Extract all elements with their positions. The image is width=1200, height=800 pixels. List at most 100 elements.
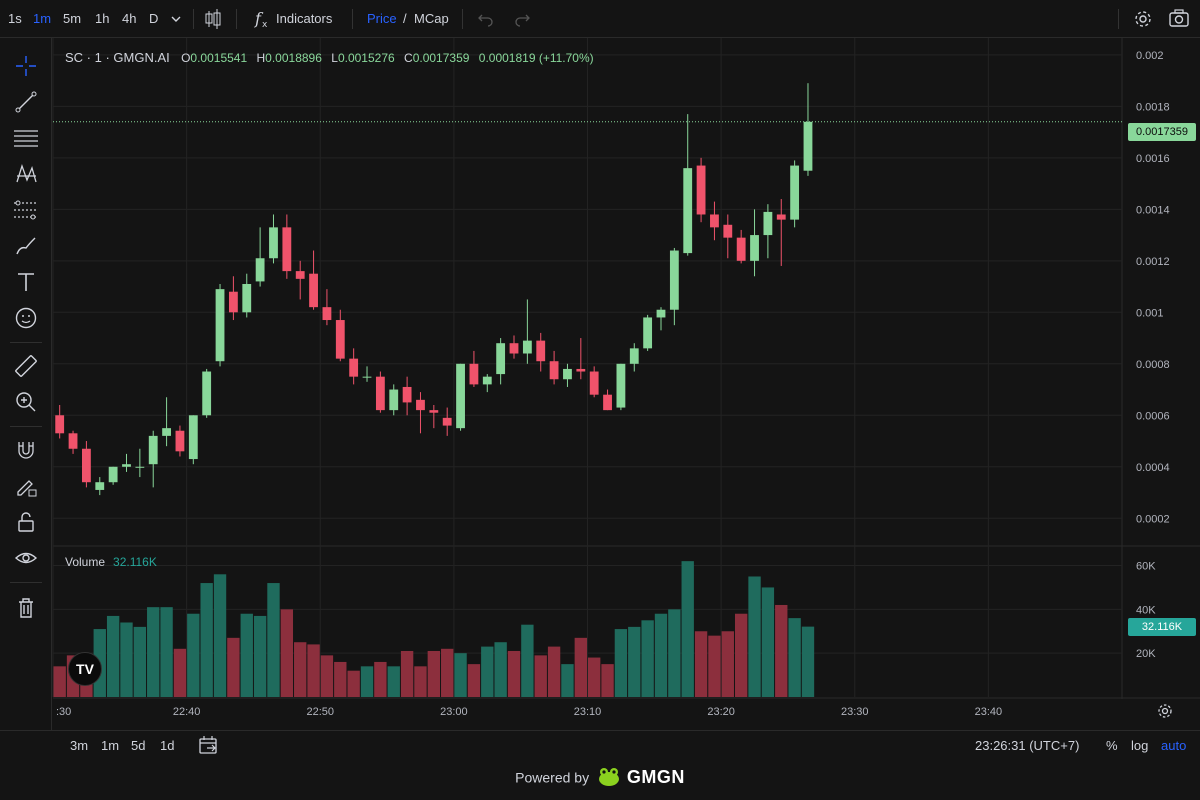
- toolbar-divider: [236, 9, 237, 29]
- time-tick-label: 22:50: [306, 706, 334, 718]
- clock-timezone[interactable]: 23:26:31 (UTC+7): [975, 738, 1080, 753]
- eye-icon[interactable]: [12, 544, 40, 572]
- time-tick-label: 23:40: [975, 706, 1003, 718]
- fib-icon[interactable]: [12, 196, 40, 224]
- candle-body: [68, 433, 78, 449]
- camera-icon[interactable]: [1168, 0, 1190, 38]
- candle-body: [643, 317, 653, 349]
- candle-body: [469, 363, 479, 385]
- volume-bar: [213, 574, 227, 697]
- magnet-icon[interactable]: [12, 436, 40, 464]
- lock-icon[interactable]: [12, 508, 40, 536]
- time-tick-label: 23:10: [574, 706, 602, 718]
- candle-body: [750, 235, 759, 261]
- volume-bar: [588, 657, 601, 697]
- interval-dropdown-icon[interactable]: [170, 0, 182, 38]
- time-tick-label: :30: [56, 706, 71, 718]
- interval-1m[interactable]: 1m: [33, 11, 52, 26]
- candle-body: [776, 214, 786, 220]
- candle-body: [442, 417, 452, 426]
- emoji-icon[interactable]: [12, 304, 40, 332]
- price-mcap-slash: /: [403, 11, 407, 26]
- crosshair-icon[interactable]: [12, 52, 40, 80]
- powered-by-footer: Powered by GMGN: [0, 765, 1200, 795]
- candle-body: [736, 237, 746, 261]
- undo-icon[interactable]: [478, 0, 494, 38]
- trash-icon[interactable]: [12, 594, 40, 622]
- interval-1s[interactable]: 1s: [8, 11, 22, 26]
- candle-body: [656, 309, 666, 318]
- time-tick-label: 23:20: [707, 706, 735, 718]
- volume-bar: [240, 613, 253, 697]
- svg-text:f: f: [254, 9, 264, 28]
- settings-gear-icon[interactable]: [1132, 0, 1154, 38]
- volume-bar: [414, 666, 427, 697]
- gmgn-brand[interactable]: GMGN: [626, 767, 685, 787]
- candle-body: [723, 224, 733, 238]
- range-1d[interactable]: 1d: [160, 738, 175, 753]
- mcap-toggle[interactable]: MCap: [414, 11, 449, 26]
- indicators-button[interactable]: Indicators: [276, 11, 333, 26]
- horizontal-lines-icon[interactable]: [12, 124, 40, 152]
- candle-body: [710, 214, 719, 228]
- volume-bar: [467, 664, 481, 697]
- candle-body: [108, 466, 118, 483]
- volume-label[interactable]: Volume: [65, 555, 106, 569]
- zoom-in-icon[interactable]: [12, 388, 40, 416]
- calendar-icon[interactable]: [198, 731, 218, 761]
- axis-settings-gear-icon[interactable]: [1156, 700, 1174, 730]
- volume-bar: [227, 637, 240, 697]
- price-toggle[interactable]: Price: [367, 11, 397, 26]
- price-tick-label: 0.0008: [1136, 359, 1170, 371]
- interval-d[interactable]: D: [149, 11, 159, 26]
- candle-body: [429, 410, 439, 413]
- candle-type-icon[interactable]: [203, 0, 223, 38]
- candle-body: [522, 340, 532, 354]
- volume-bar: [668, 609, 681, 697]
- volume-bar: [801, 626, 815, 697]
- interval-4h[interactable]: 4h: [122, 11, 137, 26]
- volume-bar: [160, 607, 173, 697]
- tradingview-logo[interactable]: TV: [68, 652, 102, 686]
- candle-body: [81, 448, 91, 483]
- volume-bar: [454, 653, 467, 697]
- lock-drawing-icon[interactable]: [12, 472, 40, 500]
- svg-text:x: x: [262, 20, 268, 30]
- pattern-icon[interactable]: [12, 160, 40, 188]
- candle-body: [335, 320, 345, 359]
- high-label: H: [256, 51, 266, 65]
- symbol-title[interactable]: SC · 1 · GMGN.AI: [65, 50, 170, 65]
- close-value: 0.0017359: [412, 51, 470, 65]
- text-icon[interactable]: [12, 268, 40, 296]
- toolbar-divider: [193, 9, 194, 29]
- volume-bar: [120, 622, 133, 697]
- range-3m[interactable]: 3m: [70, 738, 89, 753]
- price-tick-label: 0.0006: [1136, 410, 1170, 422]
- candle-body: [683, 168, 693, 254]
- volume-value: 32.116K: [113, 555, 157, 569]
- interval-5m[interactable]: 5m: [63, 11, 82, 26]
- price-tick-label: 0.001: [1136, 307, 1164, 319]
- ruler-icon[interactable]: [12, 352, 40, 380]
- candle-body: [509, 343, 519, 354]
- volume-bar: [561, 664, 574, 697]
- candle-body: [55, 415, 65, 434]
- volume-bar: [721, 631, 734, 697]
- range-5d[interactable]: 5d: [131, 738, 146, 753]
- redo-icon[interactable]: [514, 0, 530, 38]
- candle-body: [629, 348, 639, 364]
- brush-icon[interactable]: [12, 232, 40, 260]
- range-1m[interactable]: 1m: [101, 738, 120, 753]
- percent-toggle[interactable]: %: [1106, 738, 1118, 753]
- log-toggle[interactable]: log: [1131, 738, 1149, 753]
- candle-body: [696, 165, 706, 215]
- toolbar-divider: [10, 426, 42, 427]
- volume-bar: [173, 648, 187, 697]
- trend-line-icon[interactable]: [12, 88, 40, 116]
- interval-1h[interactable]: 1h: [95, 11, 110, 26]
- candle-body: [389, 389, 399, 411]
- auto-toggle[interactable]: auto: [1161, 738, 1187, 753]
